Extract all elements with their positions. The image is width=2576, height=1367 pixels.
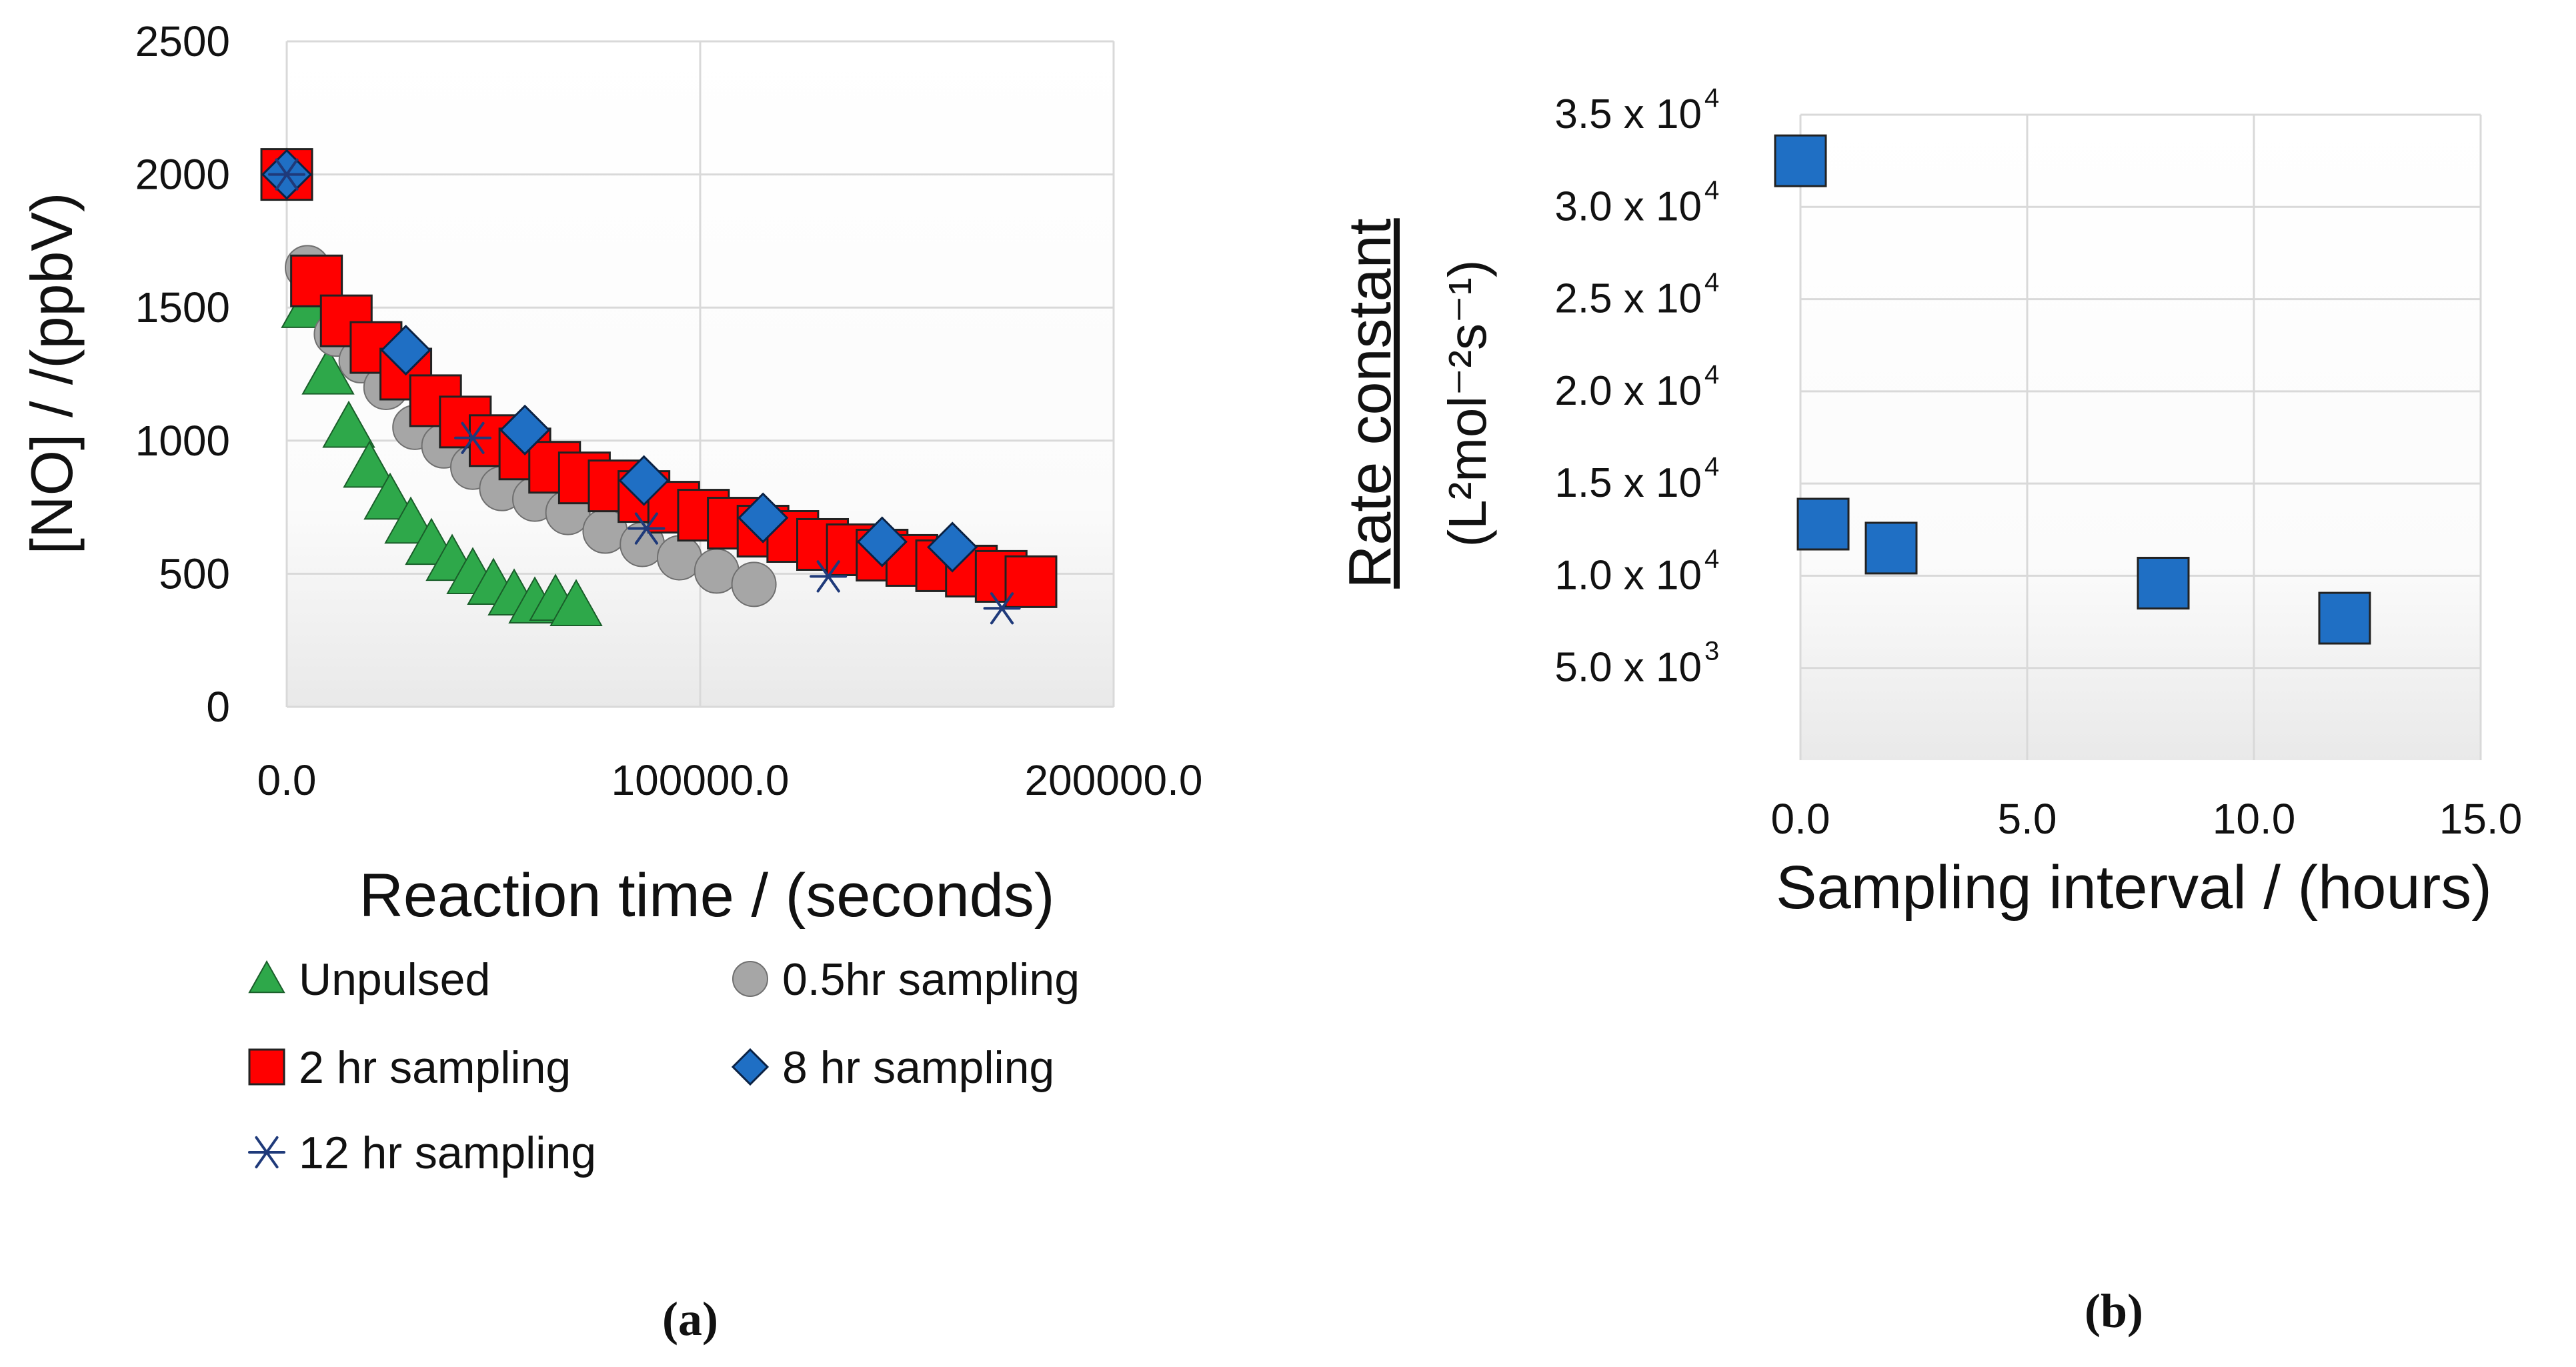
legend-label: Unpulsed (299, 954, 490, 1005)
panel-b-x-tick-label: 0.0 (1771, 795, 1830, 843)
legend-label: 12 hr sampling (299, 1128, 596, 1178)
panel-b-y-tick-exponent: 4 (1704, 175, 1719, 205)
panel-a-point-triangle (549, 579, 603, 626)
panel-b-y-axis-label-top: Rate constant (1337, 218, 1404, 588)
panel-a-x-tick-label: 100000.0 (611, 756, 790, 804)
legend-label: 0.5hr sampling (782, 954, 1080, 1005)
panel-b-y-tick-exponent: 4 (1704, 268, 1719, 297)
panel-b-y-tick-label: 1.0 x 10 (1554, 552, 1702, 598)
panel-a-x-tick-label: 0.0 (257, 756, 317, 804)
panel-b-y-tick-label: 3.0 x 10 (1554, 183, 1702, 229)
panel-b-x-tick-label: 5.0 (1998, 795, 2057, 843)
panel-b-x-tick-labels: 0.0 5.0 10.0 15.0 (1771, 795, 2523, 843)
panel-a-data-marks (260, 147, 1058, 626)
panel-b-point-square (1796, 497, 1850, 551)
panel-a-y-tick-label: 500 (159, 549, 230, 597)
panel-b-point-square (1864, 521, 1918, 575)
panel-a-point-diamond (499, 404, 551, 455)
panel-b-y-tick-label: 2.0 x 10 (1554, 368, 1702, 414)
panel-a-point-circle (731, 561, 777, 607)
panel-a-point-asterisk (454, 421, 491, 454)
panel-a-point-asterisk (627, 512, 666, 545)
panel-b-y-tick-labels: 5.0 x 10 31.0 x 10 41.5 x 10 42.0 x 10 42.5 … (1554, 83, 1719, 691)
panel-b-x-axis-label: Sampling interval / (hours) (1776, 854, 2492, 922)
panel-b-y-tick-exponent: 4 (1704, 360, 1719, 389)
panel-b-data-marks (1774, 134, 2371, 645)
panel-b-y-tick-exponent: 4 (1704, 452, 1719, 481)
panel-b-y-tick-label: 1.5 x 10 (1554, 460, 1702, 506)
panel-a-point-diamond (738, 492, 789, 543)
panel-a-point-square (1004, 555, 1058, 608)
panel-b-y-tick-label: 5.0 x 10 (1554, 645, 1702, 691)
panel-a-y-tick-label: 2000 (135, 151, 230, 199)
panel-a-y-tick-labels: 0 500 1000 1500 2000 2500 (135, 17, 230, 731)
panel-a-caption: (a) (662, 1292, 718, 1346)
panel-b-point-square (2318, 591, 2371, 645)
panel-b-y-tick-exponent: 3 (1704, 637, 1719, 666)
panel-a-x-tick-label: 200000.0 (1025, 756, 1203, 804)
panel-a-y-axis-label: [NO] / /(ppbV) (19, 193, 85, 555)
panel-a-y-tick-label: 1500 (135, 283, 230, 331)
panel-b: 5.0 x 10 31.0 x 10 41.5 x 10 42.0 x 10 42.5 … (1337, 83, 2522, 1338)
panel-a-point-asterisk (268, 158, 305, 191)
panel-a-y-tick-label: 0 (206, 683, 230, 731)
legend-marker-diamond (731, 1048, 770, 1086)
panel-a-point-diamond (856, 516, 908, 567)
panel-a-legend: Unpulsed 0.5hr sampling 2 hr sampling 8 hr … (248, 954, 1080, 1178)
panel-a-point-triangle (363, 472, 417, 520)
panel-a-point-diamond (380, 324, 431, 376)
panel-b-x-tick-label: 10.0 (2213, 795, 2296, 843)
panel-a-point-diamond (618, 455, 670, 506)
panel-b-y-tick-label: 3.5 x 10 (1554, 91, 1702, 137)
legend-entry: Unpulsed (248, 954, 490, 1005)
panel-a-y-tick-label: 2500 (135, 17, 230, 65)
panel-b-point-square (2137, 556, 2190, 609)
panel-b-y-axis-label-units: (L²mol⁻²s⁻¹) (1438, 259, 1497, 547)
panel-a-point-triangle (301, 347, 355, 395)
legend-marker-triangle (248, 960, 285, 994)
panel-a: 0 500 1000 1500 2000 2500 0.0 100000.0 200000.0… (19, 17, 1202, 1346)
panel-a-x-axis-label: Reaction time / (seconds) (359, 862, 1054, 930)
panel-b-y-tick-label: 2.5 x 10 (1554, 276, 1702, 322)
legend-entry: 8 hr sampling (731, 1042, 1054, 1093)
panel-a-y-tick-label: 1000 (135, 417, 230, 465)
panel-b-gridlines (1799, 113, 2482, 760)
panel-b-plot-area (1800, 115, 2481, 760)
panel-b-x-tick-label: 15.0 (2439, 795, 2523, 843)
panel-a-point-asterisk (983, 592, 1021, 625)
panel-a-point-square (290, 254, 343, 307)
panel-b-caption: (b) (2085, 1284, 2143, 1338)
panel-b-point-square (1774, 134, 1827, 187)
legend-marker-square (248, 1048, 285, 1086)
panel-a-point-diamond (927, 521, 978, 573)
legend-entry: 0.5hr sampling (732, 954, 1080, 1005)
panel-a-point-triangle (384, 496, 437, 544)
panel-b-y-tick-exponent: 4 (1704, 83, 1719, 113)
legend-marker-asterisk (248, 1136, 285, 1169)
legend-entry: 12 hr sampling (248, 1128, 596, 1178)
legend-marker-circle (732, 961, 768, 997)
panel-a-point-triangle (343, 440, 396, 488)
legend-entry: 2 hr sampling (248, 1042, 571, 1093)
panel-a-x-tick-labels: 0.0 100000.0 200000.0 (257, 756, 1203, 804)
panel-a-point-triangle (322, 400, 375, 448)
legend-label: 2 hr sampling (299, 1042, 571, 1093)
panel-a-point-asterisk (810, 560, 848, 593)
panel-b-y-tick-exponent: 4 (1704, 544, 1719, 573)
legend-label: 8 hr sampling (782, 1042, 1054, 1093)
